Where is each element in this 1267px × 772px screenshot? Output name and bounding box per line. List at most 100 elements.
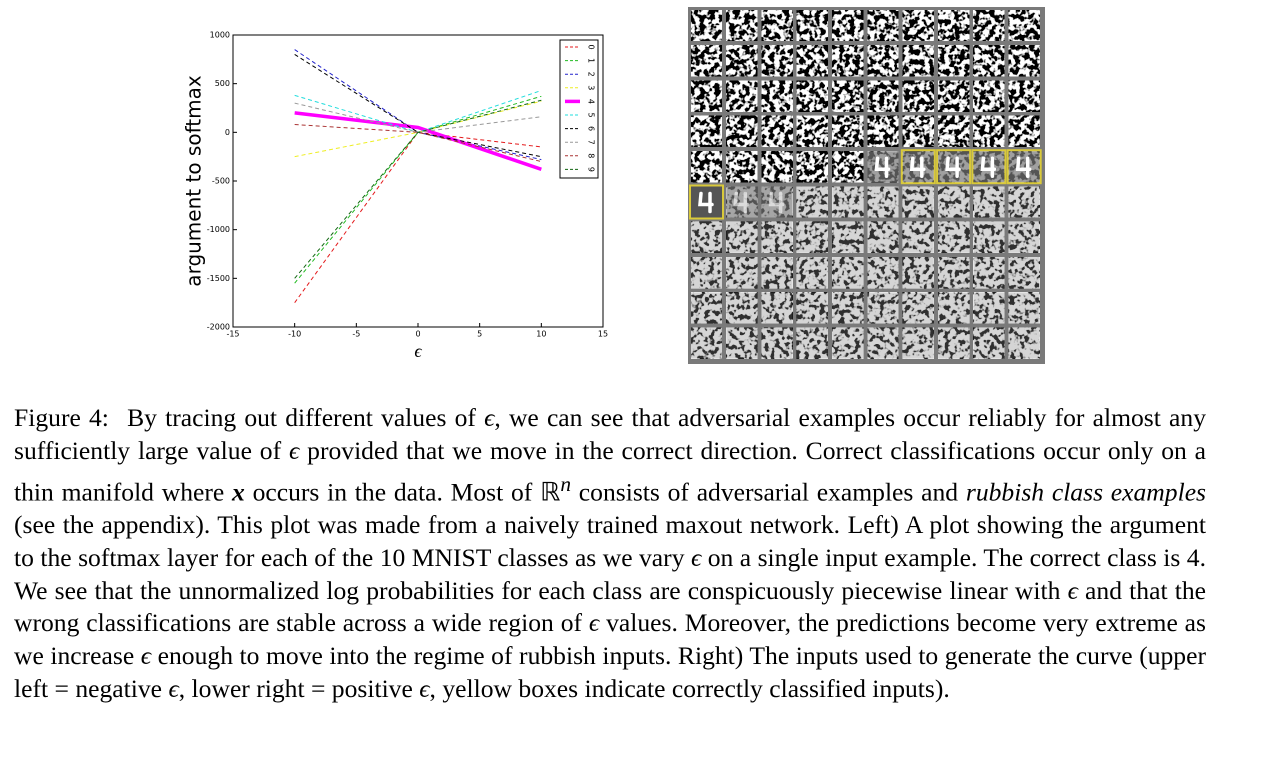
figure: -15 -10 -5 0 5 10 15-2000-1500-1000-5000500100… — [182, 7, 1045, 364]
tile-fade — [973, 327, 1005, 359]
image-tile — [796, 257, 828, 289]
tile-fade — [938, 257, 970, 289]
caption-text: , lower right = positive — [178, 673, 420, 703]
tile-fade — [726, 186, 758, 218]
tile-fade — [902, 151, 934, 183]
tile-fade — [761, 186, 793, 218]
tile-fade — [867, 327, 899, 359]
tile-fade — [867, 221, 899, 253]
tile-fade — [902, 221, 934, 253]
caption-text: values. Moreover, the predictions become… — [14, 608, 1207, 671]
image-tile — [691, 80, 722, 112]
series-line — [294, 100, 542, 158]
legend-label: 3 — [587, 85, 596, 90]
legend-box — [559, 39, 599, 179]
image-tile — [832, 221, 864, 253]
tile-fade — [867, 257, 899, 289]
image-tile — [973, 257, 1005, 289]
x-tick-label: -10 — [288, 330, 301, 339]
tile-fade — [973, 292, 1005, 324]
caption-text: occurs in the data. Most of — [244, 477, 541, 507]
caption-emphasis: rubbish class examples — [965, 477, 1207, 507]
tile-fade — [973, 186, 1005, 218]
image-tile — [832, 151, 864, 183]
image-tile — [726, 221, 758, 253]
image-tile — [867, 327, 899, 359]
image-tile — [761, 292, 793, 324]
tile-fade — [1008, 221, 1040, 253]
y-tick-label: -1500 — [207, 274, 230, 283]
tile-fade — [1008, 292, 1040, 324]
image-tile — [973, 10, 1005, 41]
caption-math: ϵ — [168, 673, 179, 703]
image-tile — [867, 186, 899, 218]
x-tick-label: 0 — [415, 330, 420, 339]
image-tile — [691, 10, 722, 41]
correct-box — [936, 149, 972, 185]
image-tile — [796, 292, 828, 324]
tile-fade — [867, 151, 899, 183]
chart: -15 -10 -5 0 5 10 15-2000-1500-1000-5000500100… — [207, 31, 608, 339]
tile-fade — [1008, 151, 1040, 183]
series-line — [294, 49, 542, 161]
image-tile — [938, 186, 970, 218]
image-tile — [902, 80, 934, 112]
caption-math: ϵ — [140, 641, 152, 671]
tile-fade — [938, 151, 970, 183]
image-tile — [1008, 327, 1040, 359]
digit-shape — [909, 156, 926, 178]
image-tile — [867, 292, 899, 324]
correct-box — [689, 184, 724, 220]
y-tick-label: -500 — [212, 177, 230, 186]
tile-fade — [832, 221, 864, 253]
image-tile — [761, 221, 793, 253]
caption-math: ϵ — [588, 608, 600, 638]
tile-fade — [796, 327, 828, 359]
tile-fade — [867, 292, 899, 324]
image-tile — [761, 115, 793, 147]
x-axis-label: ϵ — [414, 341, 422, 361]
digit-shape — [980, 156, 997, 178]
image-tile — [867, 45, 899, 77]
caption-math: ℝ — [540, 477, 561, 507]
caption-math: ϵ — [1067, 575, 1078, 605]
image-tile — [902, 257, 934, 289]
caption-math: ϵ — [419, 673, 430, 703]
digit-shape — [1015, 156, 1032, 178]
image-tile — [902, 221, 934, 253]
image-tile — [1008, 292, 1040, 324]
tile-fade — [761, 257, 793, 289]
image-tile — [938, 221, 970, 253]
image-tile — [973, 45, 1005, 77]
digit-shape — [733, 191, 750, 214]
image-tile — [973, 221, 1005, 253]
image-tile — [938, 10, 970, 41]
image-tile — [796, 10, 828, 41]
image-tile — [902, 292, 934, 324]
tile-fade — [938, 221, 970, 253]
image-tile — [726, 151, 758, 183]
x-tick-label: 15 — [598, 330, 608, 339]
legend-label: 2 — [587, 72, 596, 77]
caption-math: ϵ — [484, 403, 495, 432]
tile-fade — [1008, 327, 1040, 359]
tile-fade — [1008, 257, 1040, 289]
image-tile — [973, 80, 1005, 112]
digit-shape — [945, 156, 961, 178]
caption-text: enough to move into the regime of rubbis… — [14, 641, 1206, 703]
image-tile — [796, 115, 828, 147]
image-tile — [726, 257, 758, 289]
caption-text: provided that we move in the correct dir… — [14, 435, 1207, 507]
tile-fade — [726, 257, 758, 289]
tile-fade — [796, 186, 828, 218]
legend-label: 8 — [587, 153, 596, 158]
tile-fade — [902, 327, 934, 359]
x-tick-label: -5 — [352, 330, 360, 339]
correct-box — [1006, 149, 1042, 185]
image-tile — [973, 115, 1005, 147]
image-tile — [938, 115, 970, 147]
tile-fade — [938, 327, 970, 359]
image-tile — [726, 45, 758, 77]
image-tile — [832, 10, 864, 41]
